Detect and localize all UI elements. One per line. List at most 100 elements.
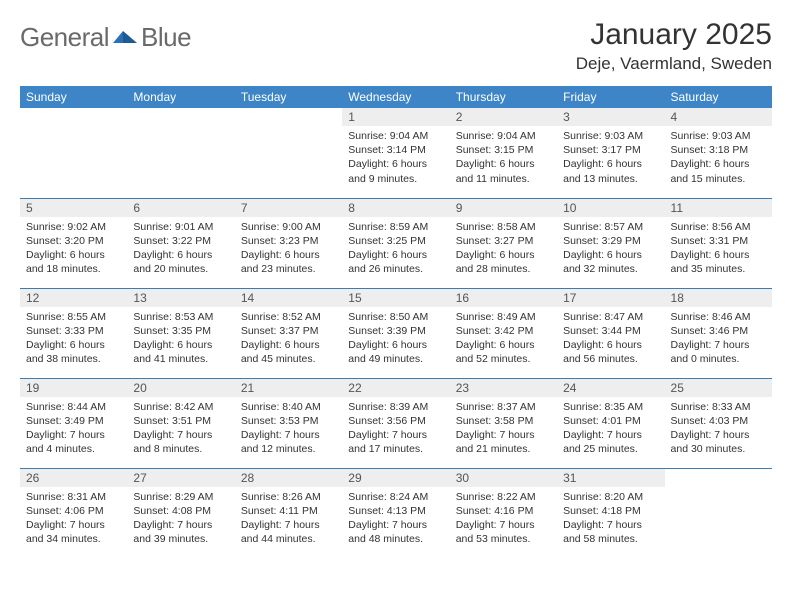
calendar-cell: 8 Sunrise: 8:59 AMSunset: 3:25 PMDaylight… — [342, 198, 449, 288]
sunset-line: Sunset: 3:25 PM — [348, 234, 443, 248]
sunset-line: Sunset: 4:13 PM — [348, 504, 443, 518]
logo: General Blue — [20, 22, 191, 53]
daylight-line: Daylight: 6 hours and 26 minutes. — [348, 248, 443, 276]
page-title: January 2025 — [576, 18, 772, 52]
daylight-line: Daylight: 7 hours and 48 minutes. — [348, 518, 443, 546]
sunset-line: Sunset: 4:01 PM — [563, 414, 658, 428]
day-body: Sunrise: 8:26 AMSunset: 4:11 PMDaylight:… — [235, 487, 342, 551]
sunrise-line: Sunrise: 9:04 AM — [348, 129, 443, 143]
day-number: 5 — [20, 199, 127, 217]
calendar-cell: 17Sunrise: 8:47 AMSunset: 3:44 PMDayligh… — [557, 288, 664, 378]
sunrise-line: Sunrise: 8:49 AM — [456, 310, 551, 324]
calendar-cell: 9Sunrise: 8:58 AMSunset: 3:27 PMDaylight… — [450, 198, 557, 288]
weekday-header: Wednesday — [342, 86, 449, 108]
daylight-line: Daylight: 7 hours and 4 minutes. — [26, 428, 121, 456]
calendar-cell: 7Sunrise: 9:00 AMSunset: 3:23 PMDaylight… — [235, 198, 342, 288]
logo-word2: Blue — [141, 22, 191, 53]
day-body: Sunrise: 8:37 AMSunset: 3:58 PMDaylight:… — [450, 397, 557, 461]
sunset-line: Sunset: 3:51 PM — [133, 414, 228, 428]
calendar-cell: 18Sunrise: 8:46 AMSunset: 3:46 PMDayligh… — [665, 288, 772, 378]
weekday-header: Saturday — [665, 86, 772, 108]
day-body: Sunrise: 8:24 AMSunset: 4:13 PMDaylight:… — [342, 487, 449, 551]
sunset-line: Sunset: 4:03 PM — [671, 414, 766, 428]
daylight-line: Daylight: 7 hours and 39 minutes. — [133, 518, 228, 546]
sunrise-line: Sunrise: 8:56 AM — [671, 220, 766, 234]
day-number: 29 — [342, 469, 449, 487]
calendar-cell: 10Sunrise: 8:57 AMSunset: 3:29 PMDayligh… — [557, 198, 664, 288]
day-body: Sunrise: 8:20 AMSunset: 4:18 PMDaylight:… — [557, 487, 664, 551]
sunrise-line: Sunrise: 8:20 AM — [563, 490, 658, 504]
calendar-cell: 27Sunrise: 8:29 AMSunset: 4:08 PMDayligh… — [127, 468, 234, 558]
sunset-line: Sunset: 3:56 PM — [348, 414, 443, 428]
day-body: Sunrise: 9:02 AMSunset: 3:20 PMDaylight:… — [20, 217, 127, 281]
sunset-line: Sunset: 3:39 PM — [348, 324, 443, 338]
calendar-row: 1Sunrise: 9:04 AMSunset: 3:14 PMDaylight… — [20, 108, 772, 198]
day-number: 30 — [450, 469, 557, 487]
sunset-line: Sunset: 3:20 PM — [26, 234, 121, 248]
weekday-header: Monday — [127, 86, 234, 108]
day-number: 20 — [127, 379, 234, 397]
calendar-cell — [235, 108, 342, 198]
sunrise-line: Sunrise: 8:59 AM — [348, 220, 443, 234]
day-body: Sunrise: 8:42 AMSunset: 3:51 PMDaylight:… — [127, 397, 234, 461]
sunset-line: Sunset: 3:29 PM — [563, 234, 658, 248]
daylight-line: Daylight: 6 hours and 11 minutes. — [456, 157, 551, 185]
day-body: Sunrise: 8:35 AMSunset: 4:01 PMDaylight:… — [557, 397, 664, 461]
sunrise-line: Sunrise: 8:35 AM — [563, 400, 658, 414]
calendar-cell: 1Sunrise: 9:04 AMSunset: 3:14 PMDaylight… — [342, 108, 449, 198]
sunrise-line: Sunrise: 8:57 AM — [563, 220, 658, 234]
calendar-cell: 13Sunrise: 8:53 AMSunset: 3:35 PMDayligh… — [127, 288, 234, 378]
day-body: Sunrise: 8:46 AMSunset: 3:46 PMDaylight:… — [665, 307, 772, 371]
day-body: Sunrise: 9:01 AMSunset: 3:22 PMDaylight:… — [127, 217, 234, 281]
calendar-row: 26Sunrise: 8:31 AMSunset: 4:06 PMDayligh… — [20, 468, 772, 558]
day-body: Sunrise: 9:04 AMSunset: 3:15 PMDaylight:… — [450, 126, 557, 190]
day-body: Sunrise: 8:40 AMSunset: 3:53 PMDaylight:… — [235, 397, 342, 461]
calendar-body: 1Sunrise: 9:04 AMSunset: 3:14 PMDaylight… — [20, 108, 772, 558]
daylight-line: Daylight: 7 hours and 21 minutes. — [456, 428, 551, 456]
day-number: 12 — [20, 289, 127, 307]
weekday-header: Friday — [557, 86, 664, 108]
day-body: Sunrise: 9:00 AMSunset: 3:23 PMDaylight:… — [235, 217, 342, 281]
calendar-cell: 16Sunrise: 8:49 AMSunset: 3:42 PMDayligh… — [450, 288, 557, 378]
day-number: 24 — [557, 379, 664, 397]
daylight-line: Daylight: 7 hours and 0 minutes. — [671, 338, 766, 366]
daylight-line: Daylight: 7 hours and 53 minutes. — [456, 518, 551, 546]
day-number: 1 — [342, 108, 449, 126]
sunrise-line: Sunrise: 9:03 AM — [563, 129, 658, 143]
weekday-header: Sunday — [20, 86, 127, 108]
sunrise-line: Sunrise: 8:22 AM — [456, 490, 551, 504]
sunrise-line: Sunrise: 9:00 AM — [241, 220, 336, 234]
day-body: Sunrise: 9:03 AMSunset: 3:18 PMDaylight:… — [665, 126, 772, 190]
sunset-line: Sunset: 3:37 PM — [241, 324, 336, 338]
sunset-line: Sunset: 3:49 PM — [26, 414, 121, 428]
day-number: 2 — [450, 108, 557, 126]
sunrise-line: Sunrise: 8:50 AM — [348, 310, 443, 324]
day-number: 4 — [665, 108, 772, 126]
daylight-line: Daylight: 7 hours and 17 minutes. — [348, 428, 443, 456]
day-number: 8 — [342, 199, 449, 217]
sunrise-line: Sunrise: 8:44 AM — [26, 400, 121, 414]
daylight-line: Daylight: 6 hours and 38 minutes. — [26, 338, 121, 366]
daylight-line: Daylight: 7 hours and 58 minutes. — [563, 518, 658, 546]
daylight-line: Daylight: 6 hours and 15 minutes. — [671, 157, 766, 185]
sunset-line: Sunset: 3:33 PM — [26, 324, 121, 338]
day-number: 6 — [127, 199, 234, 217]
calendar-cell — [665, 468, 772, 558]
calendar-cell: 19Sunrise: 8:44 AMSunset: 3:49 PMDayligh… — [20, 378, 127, 468]
logo-word1: General — [20, 22, 109, 53]
calendar-cell: 22Sunrise: 8:39 AMSunset: 3:56 PMDayligh… — [342, 378, 449, 468]
calendar-table: Sunday Monday Tuesday Wednesday Thursday… — [20, 86, 772, 558]
day-body: Sunrise: 9:04 AMSunset: 3:14 PMDaylight:… — [342, 126, 449, 190]
calendar-cell: 30Sunrise: 8:22 AMSunset: 4:16 PMDayligh… — [450, 468, 557, 558]
calendar-cell: 4Sunrise: 9:03 AMSunset: 3:18 PMDaylight… — [665, 108, 772, 198]
daylight-line: Daylight: 6 hours and 28 minutes. — [456, 248, 551, 276]
daylight-line: Daylight: 6 hours and 49 minutes. — [348, 338, 443, 366]
calendar-cell: 15Sunrise: 8:50 AMSunset: 3:39 PMDayligh… — [342, 288, 449, 378]
sunset-line: Sunset: 4:18 PM — [563, 504, 658, 518]
sunrise-line: Sunrise: 8:55 AM — [26, 310, 121, 324]
sunset-line: Sunset: 4:06 PM — [26, 504, 121, 518]
daylight-line: Daylight: 6 hours and 45 minutes. — [241, 338, 336, 366]
day-number: 3 — [557, 108, 664, 126]
day-body: Sunrise: 8:31 AMSunset: 4:06 PMDaylight:… — [20, 487, 127, 551]
calendar-cell — [127, 108, 234, 198]
